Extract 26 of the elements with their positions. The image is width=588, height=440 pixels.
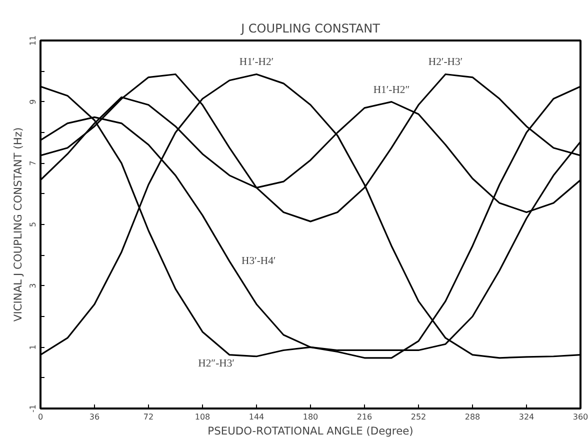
x-tick-label: 360: [572, 412, 588, 422]
y-tick-label: 3: [28, 283, 38, 288]
x-tick-label: 36: [89, 412, 100, 422]
x-tick-label: 252: [410, 412, 426, 422]
y-tick-label: 5: [28, 222, 38, 228]
y-tick-label: -1: [28, 404, 38, 412]
y-tick-label: 11: [28, 35, 38, 46]
x-tick-label: 216: [356, 412, 372, 422]
annotation: H1′-H2′: [239, 57, 274, 68]
y-tick-label: 9: [28, 99, 38, 104]
y-tick-label: 1: [28, 344, 38, 350]
x-tick-label: 324: [518, 412, 534, 422]
x-tick-label: 288: [464, 412, 480, 422]
x-tick-label: 72: [143, 412, 154, 422]
chart-title: J COUPLING CONSTANT: [240, 22, 381, 36]
y-tick-label: 7: [28, 160, 38, 166]
annotation: H1′-H2″: [373, 84, 410, 96]
annotation: H2′-H3′: [428, 57, 463, 68]
x-tick-label: 180: [302, 412, 318, 422]
annotation: H3′-H4′: [242, 256, 276, 267]
x-axis-title: PSEUDO-ROTATIONAL ANGLE (Degree): [208, 424, 414, 438]
annotation: H2″-H3′: [198, 358, 235, 370]
x-tick-label: 0: [38, 412, 44, 422]
x-tick-label: 144: [248, 412, 264, 422]
y-axis-title: VICINAL J COUPLING CONSTANT (Hz): [12, 127, 24, 322]
x-tick-label: 108: [194, 412, 210, 422]
